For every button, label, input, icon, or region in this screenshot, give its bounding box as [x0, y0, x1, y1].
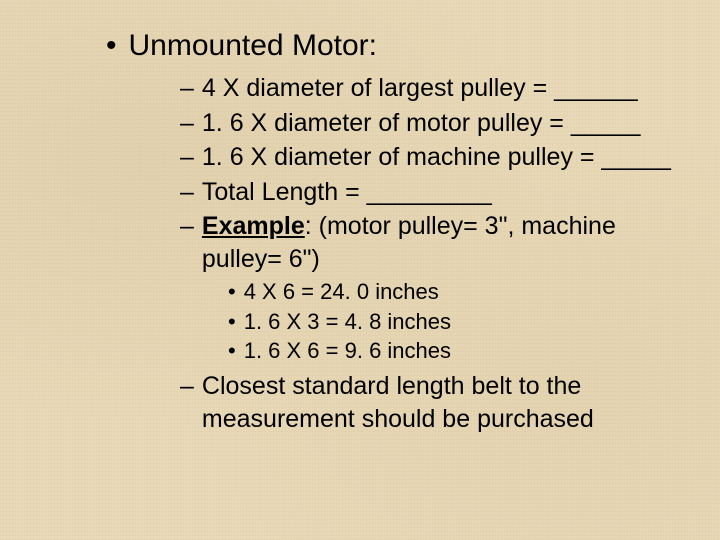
sub-text-2: 1. 6 X diameter of motor pulley = _____: [202, 107, 640, 140]
bullet-icon: •: [228, 336, 236, 366]
sub-item-example: – Example: (motor pulley= 3", machine pu…: [180, 210, 680, 275]
example-label: Example: [202, 212, 305, 240]
sub-text-example: Example: (motor pulley= 3", machine pull…: [202, 210, 680, 275]
dash-icon: –: [180, 370, 194, 403]
sub-item-2: – 1. 6 X diameter of motor pulley = ____…: [180, 107, 680, 140]
dash-icon: –: [180, 72, 194, 105]
calc-text-1: 4 X 6 = 24. 0 inches: [244, 277, 439, 307]
dash-icon: –: [180, 107, 194, 140]
bullet-icon: •: [228, 277, 236, 307]
sub-text-4: Total Length = _________: [202, 176, 492, 209]
calc-text-2: 1. 6 X 3 = 4. 8 inches: [244, 307, 451, 337]
bullet-icon: •: [106, 28, 117, 64]
sub-item-3: – 1. 6 X diameter of machine pulley = __…: [180, 141, 680, 174]
dash-icon: –: [180, 141, 194, 174]
calc-item-2: • 1. 6 X 3 = 4. 8 inches: [228, 307, 680, 337]
calc-text-3: 1. 6 X 6 = 9. 6 inches: [244, 336, 451, 366]
main-heading: • Unmounted Motor:: [106, 28, 680, 64]
bullet-icon: •: [228, 307, 236, 337]
dash-icon: –: [180, 210, 194, 243]
closing-item: – Closest standard length belt to the me…: [180, 370, 680, 435]
sub-item-1: – 4 X diameter of largest pulley = _____…: [180, 72, 680, 105]
calc-item-3: • 1. 6 X 6 = 9. 6 inches: [228, 336, 680, 366]
sub-text-1: 4 X diameter of largest pulley = ______: [202, 72, 638, 105]
calculation-list: • 4 X 6 = 24. 0 inches • 1. 6 X 3 = 4. 8…: [228, 277, 680, 366]
dash-icon: –: [180, 176, 194, 209]
heading-text: Unmounted Motor:: [129, 28, 377, 64]
sub-list: – 4 X diameter of largest pulley = _____…: [180, 72, 680, 275]
calc-item-1: • 4 X 6 = 24. 0 inches: [228, 277, 680, 307]
sub-text-3: 1. 6 X diameter of machine pulley = ____…: [202, 141, 671, 174]
sub-item-4: – Total Length = _________: [180, 176, 680, 209]
closing-text: Closest standard length belt to the meas…: [202, 370, 680, 435]
